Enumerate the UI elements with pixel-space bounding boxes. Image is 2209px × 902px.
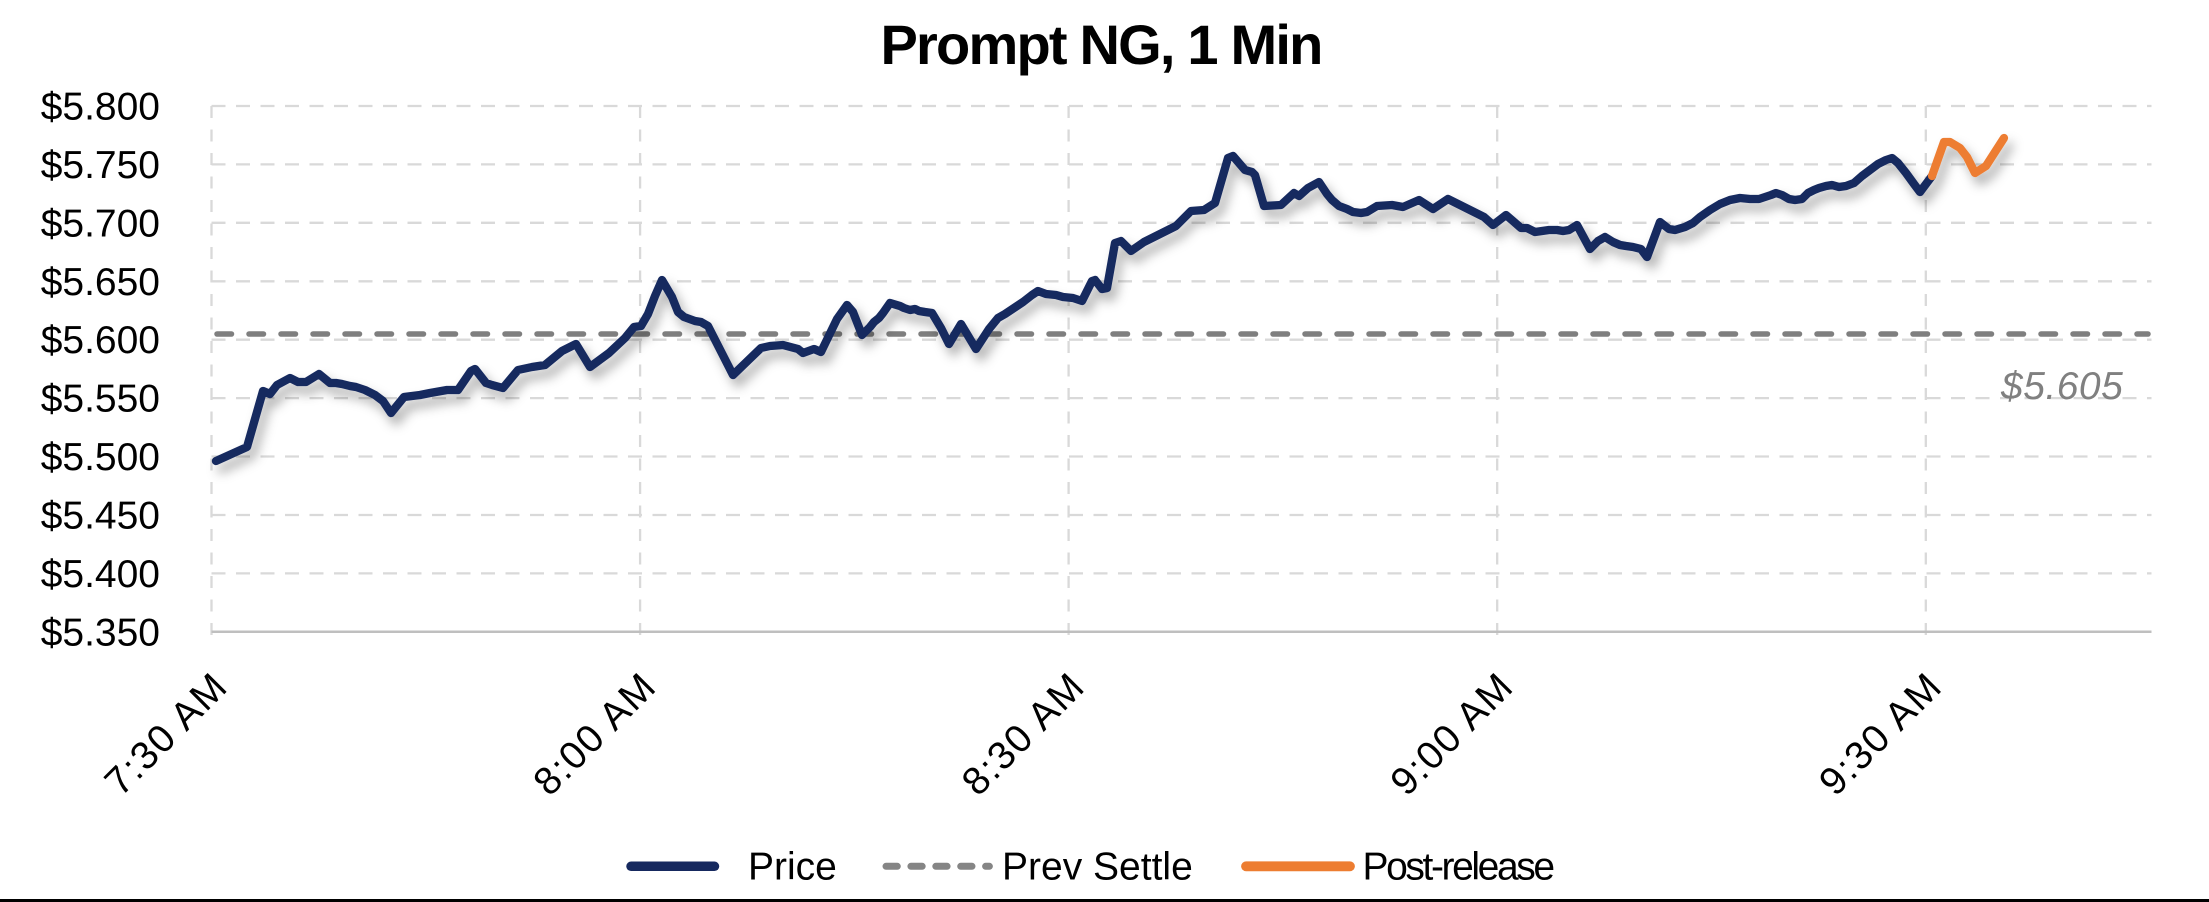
svg-text:Prev Settle: Prev Settle [1002, 846, 1193, 889]
svg-text:Post-release: Post-release [1363, 846, 1554, 889]
svg-text:$5.700: $5.700 [41, 202, 160, 245]
svg-text:$5.750: $5.750 [41, 144, 160, 187]
svg-text:$5.600: $5.600 [41, 319, 160, 362]
svg-text:$5.350: $5.350 [41, 611, 160, 654]
svg-text:$5.450: $5.450 [41, 495, 160, 538]
svg-text:$5.550: $5.550 [41, 378, 160, 421]
svg-text:Price: Price [748, 846, 837, 889]
svg-text:$5.650: $5.650 [41, 261, 160, 304]
svg-text:$5.500: $5.500 [41, 436, 160, 479]
svg-text:$5.400: $5.400 [41, 553, 160, 596]
svg-text:$5.605: $5.605 [2000, 365, 2123, 408]
svg-text:$5.800: $5.800 [41, 86, 160, 129]
svg-text:Prompt NG, 1 Min: Prompt NG, 1 Min [881, 13, 1322, 76]
